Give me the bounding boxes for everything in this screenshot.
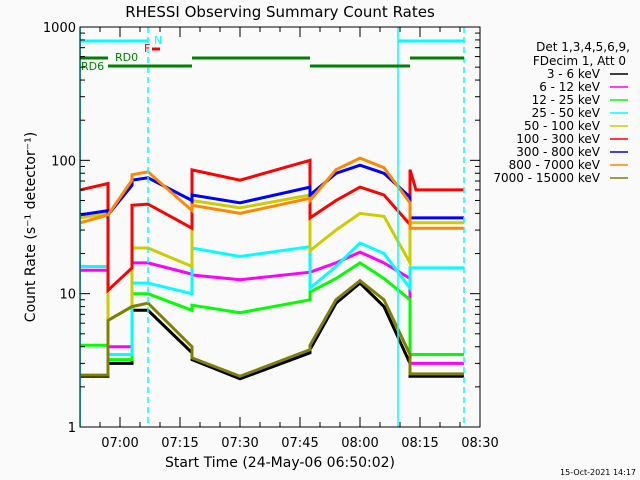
y-tick-label: 10 — [59, 288, 76, 303]
x-tick-label: 07:15 — [161, 436, 198, 451]
legend-label: 3 - 6 keV — [547, 67, 601, 81]
legend-label: 300 - 800 keV — [516, 145, 600, 159]
legend-label: 7000 - 15000 keV — [493, 171, 600, 185]
series-line-3 — [80, 261, 464, 362]
rd6-label: RD6 — [81, 60, 104, 73]
night-label: N — [154, 34, 162, 47]
legend-header-1: Det 1,3,4,5,6,9, — [536, 40, 630, 54]
flare-label: F — [144, 42, 150, 55]
x-tick-label: 07:45 — [281, 436, 318, 451]
x-tick-label: 07:30 — [221, 436, 258, 451]
y-tick-label: 1000 — [43, 21, 76, 36]
y-tick-label: 1 — [68, 421, 76, 436]
chart-title: RHESSI Observing Summary Count Rates — [125, 3, 435, 21]
footer-timestamp: 15-Oct-2021 14:17 — [560, 468, 636, 477]
x-tick-label: 07:00 — [101, 436, 138, 451]
series-line-1 — [80, 281, 464, 381]
series-line-9 — [80, 278, 464, 378]
legend-header-2: FDecim 1, Att 0 — [533, 54, 626, 68]
series-line-5 — [79, 193, 464, 323]
y-tick-label: 100 — [51, 154, 76, 169]
rd0-label: RD0 — [115, 51, 138, 64]
legend-label: 800 - 7000 keV — [509, 158, 601, 172]
x-tick-label: 08:30 — [461, 436, 498, 451]
x-tick-label: 08:00 — [341, 436, 378, 451]
legend-label: 12 - 25 keV — [532, 93, 601, 107]
legend-label: 50 - 100 keV — [524, 119, 601, 133]
y-axis-label: Count Rate (s⁻¹ detector⁻¹) — [23, 132, 39, 322]
series-line-4 — [80, 241, 464, 356]
x-axis-label: Start Time (24-May-06 06:50:02) — [165, 455, 395, 471]
legend-label: 6 - 12 keV — [539, 80, 601, 94]
x-tick-label: 08:15 — [401, 436, 438, 451]
legend-label: 100 - 300 keV — [516, 132, 600, 146]
series-line-8 — [79, 156, 464, 230]
legend-label: 25 - 50 keV — [532, 106, 601, 120]
